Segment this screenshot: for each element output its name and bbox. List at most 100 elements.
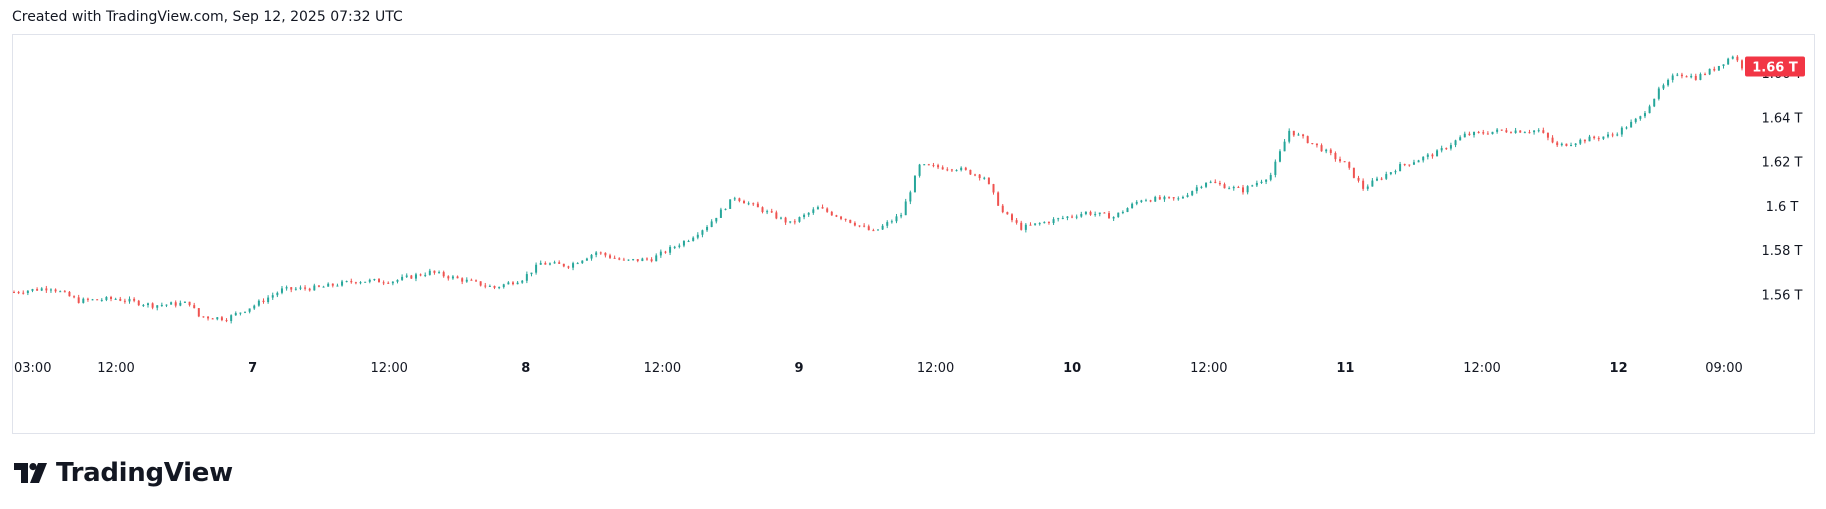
candle: [599, 251, 602, 255]
candle: [937, 163, 940, 170]
candle: [424, 272, 427, 278]
candle: [890, 219, 893, 224]
candle: [1639, 115, 1642, 121]
candle: [659, 249, 662, 258]
price-chart[interactable]: 1.56 T 1.58 T 1.6 T 1.62 T 1.64 T 1.66 T 03:0…: [12, 34, 1815, 434]
candle: [779, 216, 782, 220]
price-tick-label: 1.6 T: [1766, 200, 1799, 215]
candle: [881, 224, 884, 230]
candle: [1200, 185, 1203, 189]
candle: [49, 288, 52, 293]
candle: [516, 281, 519, 285]
candle: [572, 261, 575, 271]
candle: [849, 219, 852, 224]
candle: [484, 282, 487, 289]
candle: [853, 221, 856, 227]
candle: [706, 225, 709, 232]
candle: [507, 281, 510, 285]
candle: [1694, 73, 1697, 81]
candle: [1399, 161, 1402, 172]
candle: [276, 291, 279, 298]
candle: [1533, 130, 1536, 135]
candle: [641, 257, 644, 262]
candle: [1057, 217, 1060, 222]
candle: [1084, 211, 1087, 216]
candle: [1038, 222, 1041, 226]
candle: [913, 175, 916, 193]
candle: [368, 278, 371, 284]
candle: [456, 275, 459, 279]
candle: [895, 213, 898, 224]
candle: [313, 283, 316, 291]
candle: [1417, 159, 1420, 163]
candle: [622, 257, 625, 261]
candle: [867, 224, 870, 231]
candle: [636, 259, 639, 263]
tradingview-logo[interactable]: TradingView: [14, 458, 233, 488]
candle: [798, 216, 801, 223]
candle: [581, 260, 584, 264]
candle: [1454, 139, 1457, 148]
candle: [1232, 185, 1235, 191]
candle: [327, 282, 330, 287]
candle: [766, 209, 769, 215]
candle: [1228, 186, 1231, 190]
candle: [858, 225, 861, 228]
candle: [992, 183, 995, 195]
time-tick-label: 8: [521, 361, 530, 376]
candle: [1565, 143, 1568, 147]
candle: [793, 219, 796, 225]
candle: [530, 272, 533, 277]
candle: [396, 279, 399, 284]
candle: [378, 278, 381, 283]
candle: [142, 303, 145, 307]
time-axis: 03:00 12:00 7 12:00 8 12:00 9 12:00 10 12:00 11 12:…: [14, 361, 1743, 376]
candle: [1505, 127, 1508, 133]
candle: [1676, 72, 1679, 77]
candle: [733, 196, 736, 201]
candle: [253, 304, 256, 310]
candle: [165, 304, 168, 308]
candle: [1496, 128, 1499, 134]
candle: [535, 262, 538, 275]
candle: [1357, 175, 1360, 183]
candle: [1302, 133, 1305, 139]
price-axis: 1.56 T1.58 T1.6 T1.62 T1.64 T1.66 T: [1761, 67, 1802, 303]
candle: [1126, 207, 1129, 213]
candle: [1537, 128, 1540, 133]
candle: [96, 299, 99, 301]
candle: [1436, 149, 1439, 157]
candle: [604, 252, 607, 258]
candle: [317, 285, 320, 288]
tradingview-logo-icon: [14, 463, 47, 483]
time-tick-label: 12: [1610, 361, 1628, 376]
candle: [1514, 127, 1517, 134]
candle: [1024, 223, 1027, 233]
candle: [743, 199, 746, 204]
candle: [216, 317, 219, 321]
candle: [1491, 131, 1494, 135]
candle: [1643, 110, 1646, 119]
candle: [502, 283, 505, 289]
candle: [1297, 132, 1300, 136]
candle: [470, 278, 473, 281]
candle: [433, 270, 436, 275]
candle: [414, 272, 417, 282]
candle: [1186, 192, 1189, 198]
candle: [354, 281, 357, 285]
candle: [387, 281, 390, 285]
candle: [1135, 200, 1138, 206]
candle: [410, 274, 413, 279]
candle: [257, 299, 260, 307]
candle: [63, 290, 66, 293]
candle: [1218, 180, 1221, 186]
candle: [1570, 142, 1573, 147]
candle: [1583, 139, 1586, 144]
candle: [1546, 132, 1549, 141]
candle: [1047, 221, 1050, 225]
candle: [1205, 182, 1208, 189]
candle: [1713, 66, 1716, 72]
candle: [1362, 178, 1365, 191]
candle: [211, 317, 214, 320]
candle: [461, 277, 464, 285]
